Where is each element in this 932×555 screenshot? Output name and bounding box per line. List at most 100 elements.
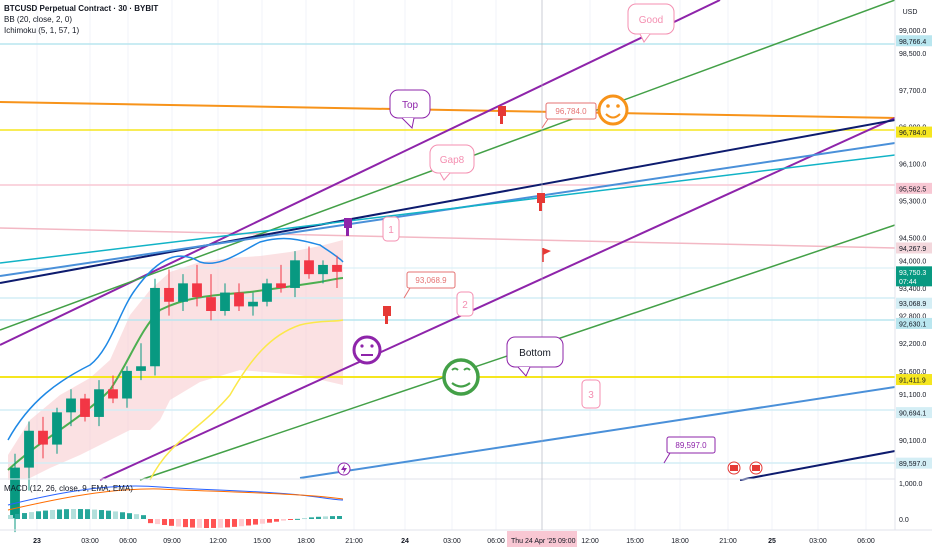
- candle-body: [220, 292, 230, 311]
- hand-down-icon: [344, 218, 352, 236]
- candle-body: [38, 430, 48, 445]
- macd-bar: [176, 519, 181, 527]
- callout-93068[interactable]: 93,068.9: [403, 271, 456, 299]
- macd-bar: [253, 519, 258, 525]
- symbol-title[interactable]: BTCUSD Perpetual Contract · 30 · BYBIT: [4, 4, 159, 13]
- candle-body: [66, 398, 76, 413]
- candle-body: [10, 467, 20, 519]
- macd-bar: [148, 519, 153, 524]
- trendline-cyan: [0, 154, 896, 264]
- callout-96784[interactable]: 96,784.0: [541, 102, 597, 129]
- y-tick-label: 98,500.0: [899, 51, 926, 58]
- macd-bar: [29, 512, 34, 519]
- macd-bar: [64, 509, 69, 519]
- annotation-box1[interactable]: 1: [382, 216, 400, 242]
- lightning-icon: [337, 462, 351, 476]
- macd-bar: [99, 510, 104, 519]
- trendline-navy: [0, 119, 896, 284]
- y-tick-label: 96,100.0: [899, 162, 926, 169]
- box1-label: 1: [388, 225, 394, 236]
- x-tick-label: 21:00: [719, 538, 737, 545]
- y-tick-label: 95,300.0: [899, 198, 926, 205]
- candlesticks: [10, 246, 342, 533]
- gap8-label: Gap8: [440, 155, 465, 166]
- candle-body: [178, 283, 188, 302]
- macd-bar: [190, 519, 195, 528]
- y-tick-label: 91,100.0: [899, 392, 926, 399]
- y-tick-label: 97,700.0: [899, 88, 926, 95]
- box2-label: 2: [462, 300, 468, 311]
- candle-body: [150, 287, 160, 367]
- annotation-good[interactable]: Good: [627, 3, 675, 43]
- price-badge: [896, 126, 932, 138]
- price-badge-countdown: 07:44: [899, 279, 917, 286]
- macd-tick-labels: 1,000.0 0.0: [899, 481, 922, 524]
- macd-bar: [211, 519, 216, 528]
- neutral-face-icon: [352, 335, 382, 365]
- price-badge-label: 89,597.0: [899, 461, 926, 468]
- macd-bar: [323, 516, 328, 519]
- macd-bar: [22, 513, 27, 519]
- price-badges: 98,766.4 96,784.0 95,562.5 94,267.9 93,750.3…: [896, 35, 932, 469]
- price-badge: [896, 317, 932, 329]
- price-badge-label: 90,694.1: [899, 411, 926, 418]
- crosshair-date-badge: [507, 531, 577, 547]
- annotation-box3[interactable]: 3: [581, 379, 601, 409]
- time-axis: 23 03:00 06:00 09:00 12:00 15:00 18:00 21:00 24 0…: [0, 529, 932, 545]
- callout-89597[interactable]: 89,597.0: [663, 436, 716, 464]
- annotation-gap8[interactable]: Gap8: [429, 144, 475, 181]
- callout-93068-label: 93,068.9: [415, 276, 447, 285]
- macd-signal: [7, 488, 344, 511]
- macd-bar: [183, 519, 188, 528]
- ichimoku-cloud: [8, 240, 343, 480]
- macd-pane: [0, 478, 895, 528]
- macd-bar: [106, 510, 111, 519]
- candle-body: [52, 412, 62, 445]
- macd-bar: [225, 519, 230, 528]
- x-tick-label: 18:00: [297, 538, 315, 545]
- candle-body: [276, 283, 286, 288]
- candle-body: [318, 264, 328, 275]
- annotation-top[interactable]: Top: [389, 89, 431, 130]
- macd-indicator-label[interactable]: MACD (12, 26, close, 9, EMA, EMA): [4, 484, 133, 493]
- macd-bar: [50, 509, 55, 519]
- x-tick-label: 24: [401, 538, 409, 545]
- macd-bar: [218, 519, 223, 528]
- ichimoku-indicator-label[interactable]: Ichimoku (5, 1, 57, 1): [4, 26, 80, 35]
- trendline-blue-lower: [299, 386, 896, 479]
- macd-line: [7, 485, 344, 506]
- price-badge: [896, 407, 932, 419]
- price-badge: [896, 297, 932, 309]
- macd-bar: [43, 510, 48, 519]
- y-tick-label: 90,100.0: [899, 438, 926, 445]
- macd-bar: [78, 509, 83, 519]
- chart-legend: BTCUSD Perpetual Contract · 30 · BYBIT B…: [4, 3, 158, 36]
- macd-bar: [162, 519, 167, 526]
- price-badge-label: 94,267.9: [899, 246, 926, 253]
- trendline-pink: [0, 227, 896, 249]
- bb-indicator-label[interactable]: BB (20, close, 2, 0): [4, 15, 73, 24]
- macd-bar: [337, 516, 342, 519]
- trendline-orange: [0, 101, 896, 119]
- candle-body: [122, 370, 132, 399]
- price-badge-label: 93,068.9: [899, 301, 926, 308]
- smug-face-icon: [442, 358, 480, 396]
- x-tick-label: 03:00: [809, 538, 827, 545]
- candle-body: [24, 430, 34, 468]
- annotation-bottom[interactable]: Bottom: [506, 336, 564, 377]
- macd-bar: [155, 519, 160, 525]
- x-tick-label: 06:00: [487, 538, 505, 545]
- price-badge: [896, 242, 932, 254]
- x-tick-label: 06:00: [119, 538, 137, 545]
- trendline-navy-lower: [739, 450, 896, 481]
- hand-down-icon: [498, 106, 506, 124]
- bb-upper: [7, 237, 344, 441]
- annotation-box2[interactable]: 2: [456, 291, 474, 317]
- macd-bar: [134, 514, 139, 519]
- trendline-purple-lower: [99, 117, 896, 481]
- macd-tick-label: 1,000.0: [899, 481, 922, 488]
- macd-bar: [197, 519, 202, 528]
- price-badge-label: 98,766.4: [899, 39, 926, 46]
